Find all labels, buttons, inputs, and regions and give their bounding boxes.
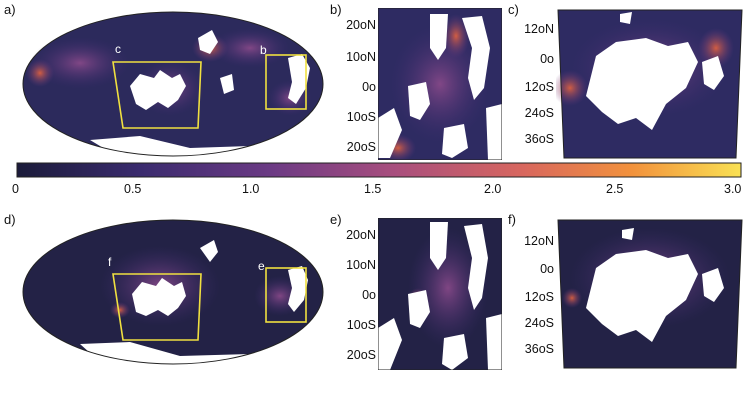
- panel-d-label: d): [4, 212, 16, 227]
- panel-b-lat-0: 0o: [362, 80, 376, 94]
- panel-e-lat-0: 0o: [362, 288, 376, 302]
- panel-b-label: b): [330, 2, 342, 17]
- panel-a-box-c-label: c: [115, 42, 121, 56]
- panel-c-lat-24s: 24oS: [524, 106, 554, 120]
- panel-c-lat-36s: 36oS: [524, 132, 554, 146]
- panel-e-lat-20n: 20oN: [346, 228, 376, 242]
- colorbar-tick-2-5: 2.5: [606, 182, 624, 196]
- panel-f-lat-24s: 24oS: [524, 316, 554, 330]
- colorbar-tick-3-0: 3.0: [724, 182, 742, 196]
- panel-f-label: f): [508, 212, 516, 227]
- panel-d-box-f-label: f: [108, 255, 112, 269]
- panel-a-map: c b: [22, 11, 324, 158]
- panel-c-label: c): [508, 2, 519, 17]
- colorbar-tick-1-5: 1.5: [364, 182, 382, 196]
- panel-f-lat-0: 0o: [540, 262, 554, 276]
- panel-b-lat-20s: 20oS: [346, 140, 376, 154]
- panel-f-map: [557, 219, 743, 369]
- panel-a-label: a): [4, 2, 16, 17]
- panel-a-box-b-label: b: [260, 43, 267, 57]
- panel-d-box-e-label: e: [258, 259, 265, 273]
- panel-e-map: [378, 218, 502, 370]
- colorbar-tick-2-0: 2.0: [484, 182, 502, 196]
- panel-e-lat-20s: 20oS: [346, 348, 376, 362]
- panel-d-map: f e: [22, 219, 324, 366]
- colorbar-tick-0-5: 0.5: [124, 182, 142, 196]
- panel-f-lat-12s: 12oS: [524, 290, 554, 304]
- panel-c-lat-12s: 12oS: [524, 80, 554, 94]
- panel-f-lat-36s: 36oS: [524, 342, 554, 356]
- panel-b-lat-10s: 10oS: [346, 110, 376, 124]
- panel-e-lat-10n: 10oN: [346, 258, 376, 272]
- panel-c-lat-12n: 12oN: [524, 22, 554, 36]
- panel-f-lat-12n: 12oN: [524, 234, 554, 248]
- panel-e-lat-10s: 10oS: [346, 318, 376, 332]
- panel-b-lat-10n: 10oN: [346, 50, 376, 64]
- panel-c-lat-0: 0o: [540, 52, 554, 66]
- colorbar: [16, 162, 742, 178]
- panel-c-map: [556, 9, 743, 159]
- colorbar-tick-0: 0: [12, 182, 19, 196]
- panel-b-lat-20n: 20oN: [346, 18, 376, 32]
- colorbar-tick-1-0: 1.0: [242, 182, 260, 196]
- panel-e-label: e): [330, 212, 342, 227]
- panel-b-map: [378, 8, 502, 160]
